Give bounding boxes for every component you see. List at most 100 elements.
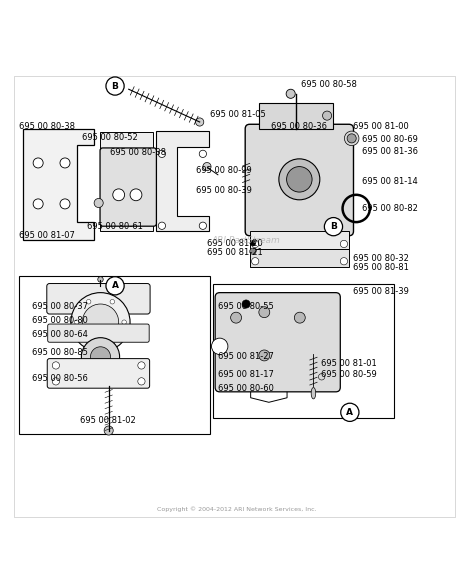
Circle shape <box>341 403 359 422</box>
Circle shape <box>340 240 347 248</box>
Circle shape <box>158 150 165 158</box>
Text: 695 00 80-36: 695 00 80-36 <box>271 122 327 131</box>
Circle shape <box>345 131 359 146</box>
Text: 695 00 81-39: 695 00 81-39 <box>353 287 409 296</box>
Text: B: B <box>111 82 118 91</box>
Circle shape <box>104 426 113 435</box>
Bar <box>19 276 210 434</box>
Circle shape <box>91 347 110 367</box>
Circle shape <box>319 373 325 380</box>
FancyBboxPatch shape <box>245 124 354 236</box>
Circle shape <box>130 189 142 201</box>
Circle shape <box>199 150 207 158</box>
Circle shape <box>52 362 60 369</box>
Text: 695 00 80-61: 695 00 80-61 <box>87 222 143 231</box>
Text: 695 00 80-32: 695 00 80-32 <box>353 254 409 263</box>
Circle shape <box>324 218 343 236</box>
Circle shape <box>211 338 228 355</box>
Text: 695 00 81-20: 695 00 81-20 <box>208 239 263 249</box>
Circle shape <box>259 350 270 361</box>
Text: 695 00 80-52: 695 00 80-52 <box>82 133 138 142</box>
Text: 695 00 81-27: 695 00 81-27 <box>218 352 274 361</box>
Circle shape <box>279 159 320 200</box>
Circle shape <box>71 293 130 352</box>
Text: 695 00 80-99: 695 00 80-99 <box>196 166 252 175</box>
Circle shape <box>74 320 79 325</box>
Text: 695 00 81-00: 695 00 81-00 <box>353 122 409 131</box>
Circle shape <box>250 248 256 255</box>
Bar <box>100 132 153 231</box>
Circle shape <box>60 158 70 168</box>
Text: 695 00 80-58: 695 00 80-58 <box>301 80 356 89</box>
FancyBboxPatch shape <box>47 283 150 314</box>
Text: 695 00 80-80: 695 00 80-80 <box>32 316 88 325</box>
Circle shape <box>259 307 270 318</box>
Text: 695 00 80-60: 695 00 80-60 <box>218 384 274 393</box>
Text: 695 00 80-69: 695 00 80-69 <box>362 135 418 144</box>
Circle shape <box>82 304 118 340</box>
Text: Copyright © 2004-2012 ARI Network Services, Inc.: Copyright © 2004-2012 ARI Network Servic… <box>157 506 317 512</box>
Circle shape <box>60 199 70 209</box>
Circle shape <box>322 111 332 120</box>
Circle shape <box>33 199 43 209</box>
Circle shape <box>110 299 115 304</box>
Circle shape <box>158 222 165 229</box>
Text: 695 00 81-17: 695 00 81-17 <box>218 370 274 379</box>
Text: 695 00 81-01: 695 00 81-01 <box>321 359 377 368</box>
Text: 695 00 80-38: 695 00 80-38 <box>18 122 74 131</box>
Text: 695 00 80-56: 695 00 80-56 <box>32 374 88 383</box>
Circle shape <box>286 89 295 98</box>
Circle shape <box>52 377 60 385</box>
FancyBboxPatch shape <box>100 148 156 226</box>
Circle shape <box>287 166 312 192</box>
Text: A: A <box>111 281 118 290</box>
Text: 695 00 81-05: 695 00 81-05 <box>210 110 265 119</box>
Circle shape <box>252 240 259 248</box>
Circle shape <box>106 277 124 295</box>
Ellipse shape <box>311 387 316 399</box>
Circle shape <box>252 258 259 265</box>
Circle shape <box>196 118 204 126</box>
Text: 695 00 80-59: 695 00 80-59 <box>321 370 377 379</box>
Circle shape <box>231 312 242 323</box>
Text: 695 00 80-81: 695 00 80-81 <box>353 263 409 272</box>
Text: 695 00 80-64: 695 00 80-64 <box>32 329 88 339</box>
FancyBboxPatch shape <box>215 293 340 392</box>
Text: A: A <box>346 408 353 417</box>
Text: B: B <box>330 222 337 231</box>
Text: 695 00 80-85: 695 00 80-85 <box>32 348 88 357</box>
Bar <box>213 283 394 417</box>
Circle shape <box>106 77 124 95</box>
Text: 695 00 81-07: 695 00 81-07 <box>18 231 74 240</box>
Circle shape <box>347 134 356 143</box>
Text: ARI PartStream: ARI PartStream <box>212 236 281 245</box>
FancyBboxPatch shape <box>47 359 150 388</box>
Circle shape <box>33 158 43 168</box>
Text: 695 00 81-21: 695 00 81-21 <box>208 248 263 256</box>
Circle shape <box>86 299 91 304</box>
Text: 695 00 80-55: 695 00 80-55 <box>218 302 273 311</box>
Circle shape <box>94 198 103 208</box>
Text: 695 00 80-39: 695 00 80-39 <box>196 186 252 195</box>
Circle shape <box>86 340 91 345</box>
Circle shape <box>122 320 127 325</box>
Circle shape <box>203 162 211 171</box>
Text: 695 00 80-37: 695 00 80-37 <box>32 302 88 311</box>
Circle shape <box>82 338 119 376</box>
Circle shape <box>138 362 145 369</box>
Circle shape <box>138 377 145 385</box>
Circle shape <box>98 277 103 282</box>
Circle shape <box>294 312 305 323</box>
Polygon shape <box>23 129 94 240</box>
Bar <box>250 231 349 249</box>
Circle shape <box>340 258 347 265</box>
Text: 695 00 81-14: 695 00 81-14 <box>362 176 418 186</box>
Circle shape <box>242 300 250 308</box>
Text: 695 00 80-82: 695 00 80-82 <box>362 204 418 213</box>
Bar <box>259 103 333 129</box>
Text: 695 00 81-36: 695 00 81-36 <box>362 147 418 156</box>
FancyBboxPatch shape <box>48 324 149 342</box>
Text: 695 00 81-02: 695 00 81-02 <box>80 416 136 425</box>
Bar <box>250 249 349 267</box>
Polygon shape <box>156 131 209 231</box>
